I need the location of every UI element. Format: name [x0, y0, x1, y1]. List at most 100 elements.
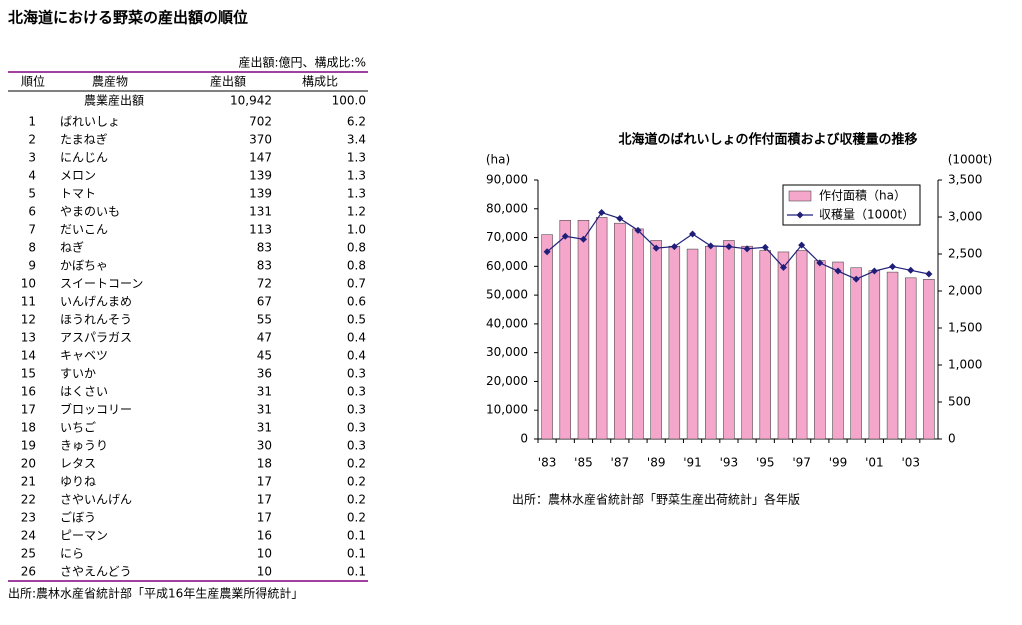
table-cell: 6	[28, 205, 36, 219]
marker	[616, 214, 624, 222]
table-cell: 47	[257, 331, 272, 345]
table-cell: 83	[257, 259, 272, 273]
marker	[798, 241, 806, 249]
table-cell: 67	[257, 295, 272, 309]
table-cell: いちご	[60, 420, 96, 435]
table-cell: 11	[21, 295, 36, 309]
bar	[868, 270, 881, 440]
table-cell: 6.2	[347, 115, 366, 129]
table-cell: 0.5	[347, 313, 366, 327]
y2-tick-label: 1,000	[948, 358, 982, 372]
table-cell: 10	[257, 565, 272, 579]
table-cell: 17	[257, 493, 272, 507]
table-cell: 31	[257, 403, 272, 417]
table-cell: 1.3	[347, 169, 366, 183]
x-tick-label: '91	[683, 456, 702, 470]
table-cell: 0.4	[347, 349, 366, 363]
bar	[832, 261, 844, 440]
table-cell: はくさい	[60, 385, 108, 399]
table-cell: ブロッコリー	[60, 402, 132, 417]
table-cell: 14	[21, 349, 36, 363]
unit-note: 産出額:億円、構成比:%	[239, 55, 367, 70]
table-cell: 26	[21, 565, 36, 579]
table-cell: 0.8	[347, 241, 366, 255]
table-cell: 19	[21, 439, 36, 453]
bar	[923, 279, 935, 440]
bar	[614, 222, 626, 440]
y2-tick-label: 1,500	[948, 321, 982, 335]
bar	[632, 228, 644, 440]
table-cell: 0.4	[347, 331, 366, 345]
table-cell: 12	[21, 313, 36, 327]
table-cell: 8	[28, 241, 36, 255]
table-cell: 0.6	[347, 295, 366, 309]
bar	[850, 267, 862, 440]
table-cell: 0.3	[347, 385, 366, 399]
table-cell: 370	[249, 133, 272, 147]
table-cell: 25	[21, 547, 36, 561]
page-title: 北海道における野菜の産出額の順位	[8, 9, 248, 27]
table-cell: 31	[257, 421, 272, 435]
table-cell: 16	[257, 529, 272, 543]
table-cell: 0.2	[347, 457, 366, 471]
table-cell: 24	[21, 529, 36, 543]
table-cell: 0.3	[347, 403, 366, 417]
y2-tick-label: 500	[948, 395, 971, 409]
y-tick-label: 70,000	[486, 230, 528, 244]
table-cell: ゆりね	[60, 475, 96, 489]
table-cell: 131	[249, 205, 272, 219]
x-tick-label: '03	[901, 456, 920, 470]
marker	[579, 235, 587, 243]
table-cell: 18	[257, 457, 272, 471]
table-cell: 55	[257, 313, 272, 327]
bar	[723, 240, 735, 440]
marker	[889, 263, 897, 271]
line	[546, 211, 930, 280]
x-tick-label: '85	[574, 456, 593, 470]
y2-tick-label: 0	[948, 432, 956, 446]
table-cell: ばれいしょ	[60, 115, 120, 129]
legend-swatch	[788, 190, 812, 202]
marker	[634, 226, 642, 234]
table-source: 出所:農林水産省統計部「平成16年生産農業所得統計」	[8, 586, 303, 601]
legend-swatch	[796, 211, 804, 219]
table-cell: 22	[21, 493, 36, 507]
table-cell: 0.2	[347, 493, 366, 507]
table-cell: 0.3	[347, 439, 366, 453]
y-tick-label: 90,000	[486, 173, 528, 187]
y-tick-label: 0	[520, 432, 528, 446]
marker	[743, 245, 751, 253]
y-tick-label: 40,000	[486, 316, 528, 330]
table-cell: キャベツ	[60, 349, 108, 363]
y-tick-label: 10,000	[486, 403, 528, 417]
marker	[689, 230, 697, 238]
table-cell: 0.2	[347, 511, 366, 525]
y-tick-label: 20,000	[486, 374, 528, 388]
table-cell: 139	[249, 169, 272, 183]
y2-axis-label: (1000t)	[948, 153, 993, 167]
table-cell: 1	[28, 115, 36, 129]
table-cell: 9	[28, 259, 36, 273]
table-cell: 0.1	[347, 565, 366, 579]
bar	[705, 245, 717, 440]
x-tick-label: '89	[647, 456, 666, 470]
y2-tick-label: 2,500	[948, 247, 982, 261]
marker	[543, 248, 551, 256]
legend-label: 作付面積（ha）	[819, 188, 906, 203]
table-cell: 3	[28, 151, 36, 165]
x-tick-label: '83	[538, 456, 557, 470]
table-cell: ピーマン	[60, 529, 108, 543]
table-cell: さやえんどう	[60, 565, 132, 579]
table-cell: 45	[257, 349, 272, 363]
table-cell: すいか	[60, 367, 96, 381]
column-header: 農産物	[92, 74, 128, 89]
legend-label: 収穫量（1000t）	[819, 208, 914, 222]
table-cell: 15	[21, 367, 36, 381]
y-tick-label: 30,000	[486, 345, 528, 359]
table-cell: ほうれんそう	[60, 313, 132, 327]
bar	[595, 217, 608, 440]
marker	[870, 267, 878, 275]
table-cell: にら	[60, 547, 84, 561]
table-cell: 0.3	[347, 367, 366, 381]
